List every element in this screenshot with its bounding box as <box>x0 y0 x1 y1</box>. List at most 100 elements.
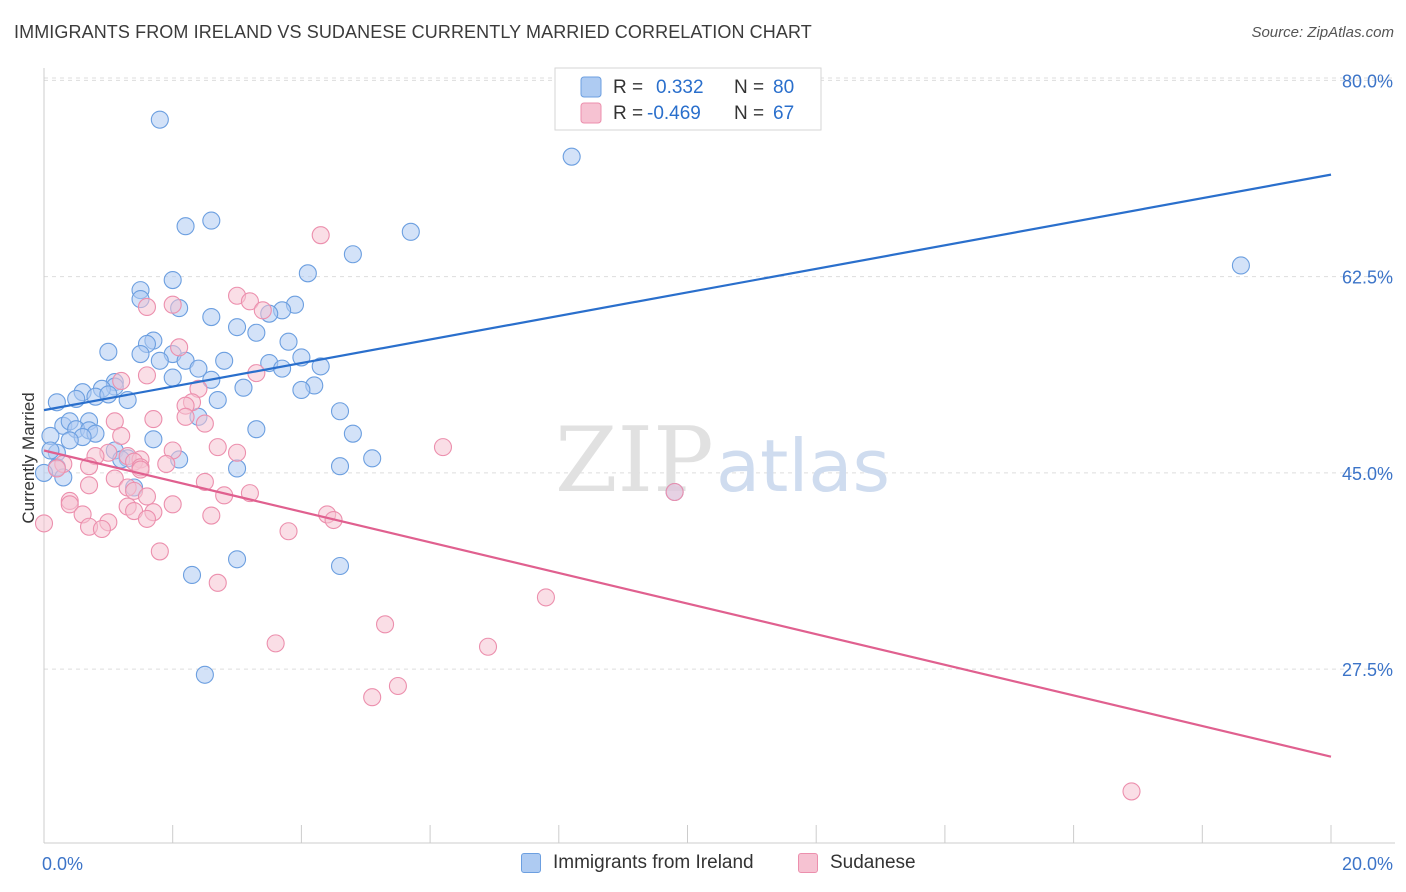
legend-n-value-sudanese: 67 <box>773 103 794 124</box>
bottom-legend-label-ireland: Immigrants from Ireland <box>553 852 754 873</box>
ireland-point-73 <box>182 565 202 585</box>
sudanese-point-43 <box>163 495 182 514</box>
sudanese-point-37 <box>665 482 684 502</box>
ireland-point-53 <box>247 420 266 439</box>
legend-swatch-sudanese <box>580 102 602 124</box>
ireland-point-46 <box>330 402 350 421</box>
sudanese-point-49 <box>202 506 221 525</box>
ireland-point-3 <box>176 217 195 236</box>
sudanese-point-13 <box>176 407 195 426</box>
ireland-point-56 <box>144 430 163 449</box>
y-tick-label-3: 80.0% <box>1342 71 1393 91</box>
sudanese-point-6 <box>170 338 189 357</box>
source-credit: Source: ZipAtlas.com <box>1251 24 1394 41</box>
ireland-point-65 <box>363 449 382 468</box>
sudanese-point-32 <box>105 469 124 488</box>
ireland-point-75 <box>41 441 60 460</box>
stats-legend: R = 0.332 N = 80 R = -0.469 N = 67 <box>554 67 822 131</box>
ireland-point-74 <box>195 665 214 684</box>
sudanese-point-54 <box>92 519 111 539</box>
sudanese-point-17 <box>433 438 453 457</box>
ireland-point-8 <box>163 270 182 290</box>
ireland-point-5 <box>401 222 420 241</box>
ireland-point-4 <box>202 211 221 230</box>
legend-n-value-ireland: 80 <box>773 77 794 98</box>
sudanese-point-66 <box>195 414 214 433</box>
sudanese-point-51 <box>137 509 157 528</box>
ireland-trend-line <box>43 173 1332 412</box>
bottom-legend: Immigrants from Ireland Sudanese <box>0 852 1406 878</box>
ireland-point-7 <box>1231 256 1250 275</box>
sudanese-point-8 <box>137 366 157 385</box>
ireland-point-18 <box>247 323 266 342</box>
sudanese-trend-line <box>43 449 1332 758</box>
sudanese-points <box>34 226 1141 801</box>
ireland-point-33 <box>163 368 182 387</box>
legend-r-value-sudanese: -0.469 <box>647 103 701 124</box>
ireland-point-57 <box>60 431 79 450</box>
sudanese-point-0 <box>311 226 330 245</box>
ireland-point-38 <box>234 378 253 397</box>
ireland-point-45 <box>208 390 227 410</box>
sudanese-point-58 <box>208 573 227 592</box>
ireland-point-9 <box>298 264 317 283</box>
sudanese-point-14 <box>144 410 163 429</box>
sudanese-point-2 <box>240 292 259 311</box>
sudanese-point-4 <box>137 297 157 317</box>
ireland-point-21 <box>279 332 298 351</box>
bottom-legend-swatch-ireland <box>521 853 541 873</box>
watermark: ZIP atlas <box>555 408 890 513</box>
sudanese-point-34 <box>79 476 99 495</box>
ireland-point-67 <box>228 459 247 478</box>
x-tick-label-1: 20.0% <box>1342 854 1393 874</box>
ireland-point-28 <box>215 351 234 370</box>
sudanese-point-56 <box>279 522 298 541</box>
bottom-legend-label-sudanese: Sudanese <box>830 852 916 873</box>
sudanese-point-9 <box>112 371 131 391</box>
ireland-point-26 <box>150 351 169 370</box>
bottom-legend-sudanese: Sudanese <box>798 852 916 874</box>
sudanese-point-26 <box>157 454 176 474</box>
sudanese-point-64 <box>363 688 382 707</box>
ireland-point-31 <box>311 357 330 376</box>
watermark-atlas: atlas <box>716 424 890 508</box>
sudanese-point-63 <box>388 676 407 696</box>
legend-r-label-ireland: R = <box>613 77 643 98</box>
ireland-point-22 <box>99 342 118 361</box>
ireland-point-6 <box>343 245 362 264</box>
sudanese-point-57 <box>150 542 169 561</box>
sudanese-point-65 <box>1122 782 1141 801</box>
axes <box>43 68 1395 844</box>
ireland-point-55 <box>343 424 362 443</box>
legend-r-value-ireland: 0.332 <box>656 77 704 98</box>
x-tick-label-0: 0.0% <box>42 854 83 874</box>
sudanese-point-40 <box>137 487 157 506</box>
sudanese-point-18 <box>208 438 227 457</box>
bottom-legend-ireland: Immigrants from Ireland <box>521 852 754 874</box>
chart-title: IMMIGRANTS FROM IRELAND VS SUDANESE CURR… <box>14 22 812 42</box>
ireland-point-23 <box>131 345 150 364</box>
watermark-zip: ZIP <box>555 408 714 513</box>
sudanese-point-5 <box>253 301 272 320</box>
ireland-point-2 <box>562 147 581 166</box>
sudanese-point-62 <box>478 637 498 656</box>
legend-n-label-ireland: N = <box>734 77 764 98</box>
trend-lines <box>43 173 1332 758</box>
y-tick-label-0: 27.5% <box>1342 660 1393 680</box>
ireland-point-16 <box>202 307 221 327</box>
sudanese-point-3 <box>163 295 182 314</box>
sudanese-point-55 <box>34 514 54 533</box>
sudanese-point-20 <box>228 443 247 462</box>
sudanese-point-33 <box>195 472 214 491</box>
legend-swatch-ireland <box>580 76 602 98</box>
y-axis-label: Currently Married <box>19 392 38 523</box>
ireland-point-78 <box>292 380 311 399</box>
sudanese-point-42 <box>60 495 79 514</box>
sudanese-point-16 <box>112 426 131 445</box>
bottom-legend-swatch-sudanese <box>798 853 818 873</box>
legend-r-label-sudanese: R = <box>613 103 643 124</box>
sudanese-point-60 <box>376 615 395 634</box>
ireland-point-32 <box>189 359 208 378</box>
sudanese-point-59 <box>536 588 555 607</box>
